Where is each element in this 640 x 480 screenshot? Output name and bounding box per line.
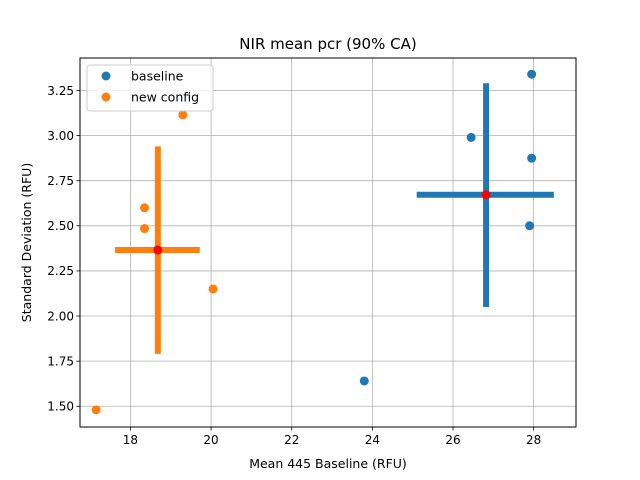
legend-label-new-config: new config <box>131 90 199 105</box>
data-point-baseline <box>527 153 537 163</box>
y-tick-label: 3.00 <box>47 129 74 143</box>
x-tick-label: 18 <box>123 433 138 447</box>
y-tick-label: 2.00 <box>47 309 74 323</box>
center-marker-new-config <box>153 245 163 255</box>
data-point-new-config <box>178 110 188 120</box>
ticks: 18 20 22 24 26 28 1.50 1.75 2.00 2.25 2.50 2.75 3.00… <box>47 84 541 447</box>
x-axis-label: Mean 445 Baseline (RFU) <box>249 456 407 471</box>
data-point-new-config <box>208 284 218 294</box>
y-tick-label: 1.50 <box>47 400 74 414</box>
data-point-baseline <box>359 376 369 386</box>
x-tick-label: 26 <box>445 433 460 447</box>
center-markers <box>153 190 491 255</box>
data-point-new-config <box>91 405 101 415</box>
x-tick-label: 20 <box>203 433 218 447</box>
center-marker-baseline <box>481 190 491 200</box>
x-tick-label: 24 <box>365 433 380 447</box>
y-tick-label: 2.25 <box>47 264 74 278</box>
legend-marker-new-config <box>101 92 111 102</box>
data-points <box>91 69 537 415</box>
x-tick-label: 28 <box>526 433 541 447</box>
data-point-new-config <box>140 203 150 213</box>
legend-label-baseline: baseline <box>131 69 184 84</box>
legend-box <box>86 64 214 112</box>
y-tick-label: 3.25 <box>47 84 74 98</box>
chart-title: NIR mean pcr (90% CA) <box>239 35 416 53</box>
grid <box>80 58 576 427</box>
x-tick-label: 22 <box>284 433 299 447</box>
legend: baseline new config <box>86 64 214 112</box>
y-tick-label: 2.75 <box>47 174 74 188</box>
data-point-baseline <box>527 69 537 79</box>
y-tick-label: 1.75 <box>47 354 74 368</box>
y-axis-label: Standard Deviation (RFU) <box>19 163 34 322</box>
data-point-baseline <box>525 221 535 231</box>
data-point-baseline <box>466 132 476 142</box>
data-point-new-config <box>140 224 150 234</box>
plot-area-frame <box>79 57 577 428</box>
legend-marker-baseline <box>101 71 111 81</box>
y-tick-label: 2.50 <box>47 219 74 233</box>
